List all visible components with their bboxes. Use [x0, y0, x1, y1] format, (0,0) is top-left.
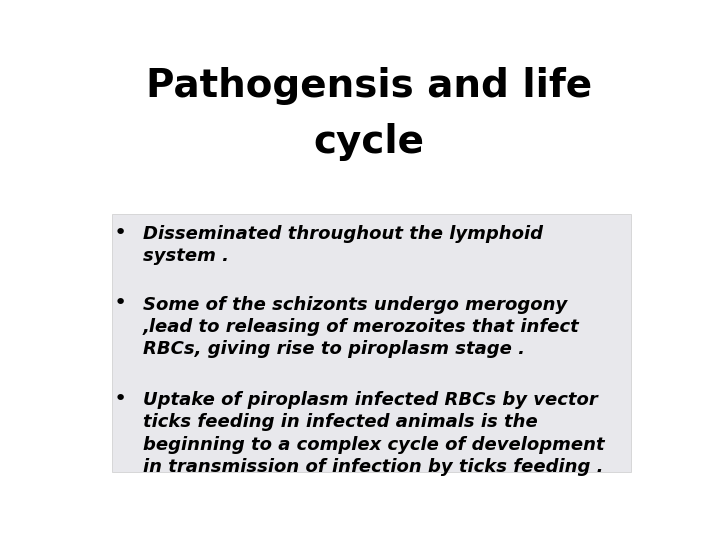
Text: •: • [114, 223, 127, 243]
Text: •: • [114, 294, 127, 314]
FancyBboxPatch shape [112, 214, 631, 472]
Text: Disseminated throughout the lymphoid
system .: Disseminated throughout the lymphoid sys… [143, 225, 543, 265]
Text: Uptake of piroplasm infected RBCs by vector
ticks feeding in infected animals is: Uptake of piroplasm infected RBCs by vec… [143, 391, 605, 476]
Text: •: • [114, 389, 127, 409]
Text: Pathogensis and life
cycle: Pathogensis and life cycle [146, 67, 592, 161]
Text: Some of the schizonts undergo merogony
,lead to releasing of merozoites that inf: Some of the schizonts undergo merogony ,… [143, 295, 580, 358]
